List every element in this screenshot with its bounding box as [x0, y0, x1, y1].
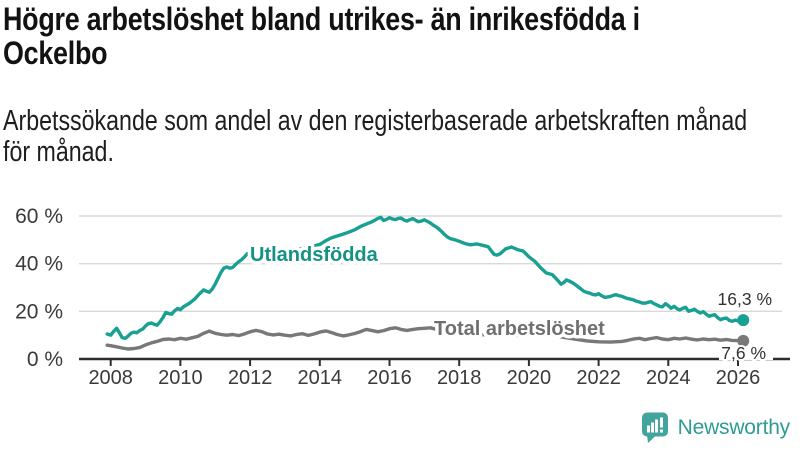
newsworthy-logo-icon	[641, 412, 668, 443]
end-dot-utlandsfodda	[737, 314, 750, 327]
x-axis-tick-label: 2012	[228, 367, 273, 389]
chart-title: Högre arbetslöshet bland utrikes- än inr…	[3, 1, 640, 71]
series-label-utlandsfodda: Utlandsfödda	[250, 244, 379, 266]
x-axis-tick-label: 2010	[158, 367, 203, 389]
end-dot-total-arbetsloshet	[737, 334, 750, 347]
y-axis-tick-label: 60 %	[15, 205, 63, 228]
x-axis-tick-label: 2024	[646, 367, 691, 389]
x-axis-tick-label: 2016	[367, 367, 412, 389]
newsworthy-logo-text: Newsworthy	[677, 415, 791, 439]
y-axis-tick-label: 40 %	[15, 253, 63, 276]
end-label-backdrop	[719, 347, 773, 360]
chart-subtitle: Arbetssökande som andel av den registerb…	[3, 105, 748, 168]
x-axis-tick-label: 2020	[507, 367, 552, 389]
y-axis-tick-label: 0 %	[27, 348, 63, 371]
x-axis-tick-label: 2018	[437, 367, 482, 389]
end-value-label-total-arbetsloshet: 7,6 %	[721, 343, 766, 363]
x-axis-tick-label: 2014	[298, 367, 343, 389]
x-axis-tick-label: 2026	[716, 367, 761, 389]
series-label-total-arbetsloshet: Total arbetslöshet	[434, 318, 605, 340]
newsworthy-logo: Newsworthy	[641, 411, 790, 444]
y-axis-tick-label: 20 %	[15, 300, 63, 323]
x-axis-tick-label: 2008	[88, 367, 133, 389]
x-axis-tick-label: 2022	[576, 367, 621, 389]
series-line-utlandsfodda	[105, 215, 745, 340]
series-line-total-arbetsloshet	[105, 326, 745, 351]
end-value-label-utlandsfodda: 16,3 %	[718, 289, 772, 309]
